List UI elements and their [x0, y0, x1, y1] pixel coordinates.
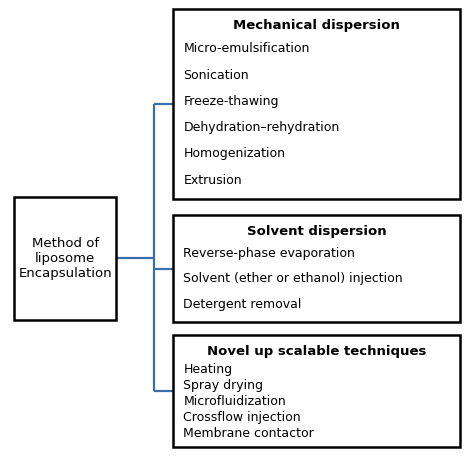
Text: Method of
liposome
Encapsulation: Method of liposome Encapsulation: [18, 237, 112, 280]
Text: Micro-emulsification: Micro-emulsification: [183, 43, 310, 55]
Text: Microfluidization: Microfluidization: [183, 395, 286, 408]
Text: Dehydration–rehydration: Dehydration–rehydration: [183, 121, 340, 134]
FancyBboxPatch shape: [14, 197, 116, 320]
Text: Extrusion: Extrusion: [183, 174, 242, 186]
Text: Crossflow injection: Crossflow injection: [183, 411, 301, 424]
Text: Reverse-phase evaporation: Reverse-phase evaporation: [183, 247, 356, 260]
Text: Homogenization: Homogenization: [183, 148, 285, 160]
Text: Sonication: Sonication: [183, 69, 249, 81]
Text: Novel up scalable techniques: Novel up scalable techniques: [207, 345, 426, 358]
FancyBboxPatch shape: [173, 215, 460, 322]
Text: Mechanical dispersion: Mechanical dispersion: [233, 19, 400, 32]
FancyBboxPatch shape: [173, 9, 460, 199]
Text: Spray drying: Spray drying: [183, 379, 264, 392]
Text: Solvent (ether or ethanol) injection: Solvent (ether or ethanol) injection: [183, 272, 403, 286]
Text: Solvent dispersion: Solvent dispersion: [246, 225, 386, 238]
Text: Membrane contactor: Membrane contactor: [183, 427, 314, 440]
FancyBboxPatch shape: [173, 335, 460, 447]
Text: Freeze-thawing: Freeze-thawing: [183, 95, 279, 108]
Text: Heating: Heating: [183, 363, 233, 376]
Text: Detergent removal: Detergent removal: [183, 298, 302, 311]
